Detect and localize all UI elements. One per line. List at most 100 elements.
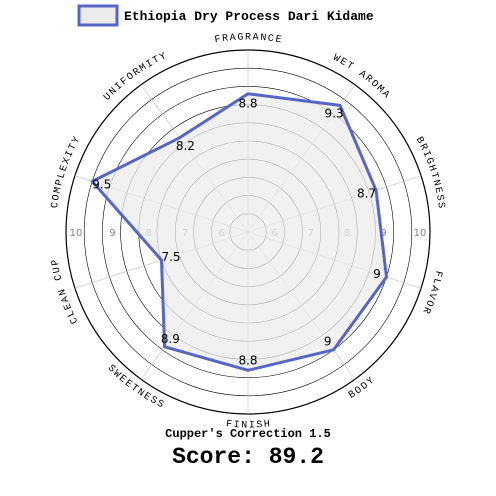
value-label: 8.8 xyxy=(238,353,257,367)
svg-text:M: M xyxy=(138,62,149,75)
series-polygon xyxy=(90,92,388,372)
svg-text:F: F xyxy=(431,269,443,277)
svg-text:Y: Y xyxy=(365,376,377,388)
svg-text:I: I xyxy=(113,81,125,93)
svg-text:V: V xyxy=(425,291,437,300)
svg-text:N: N xyxy=(430,179,442,188)
svg-text:A: A xyxy=(252,32,258,43)
svg-text:F: F xyxy=(225,419,232,431)
svg-text:D: D xyxy=(359,380,370,392)
svg-text:M: M xyxy=(374,83,386,95)
value-label: 9 xyxy=(324,335,332,349)
svg-text:Y: Y xyxy=(71,135,84,145)
legend: Ethiopia Dry Process Dari Kidame xyxy=(77,4,374,27)
svg-text:O: O xyxy=(422,298,434,308)
svg-text:T: T xyxy=(427,171,439,180)
value-labels: 8.8 9.3 8.7 9 9 8.8 8.9 7.5 9.5 8.2 xyxy=(92,97,381,368)
svg-text:G: G xyxy=(422,156,434,166)
svg-text:N: N xyxy=(57,287,69,296)
value-label: 8.2 xyxy=(176,139,195,153)
svg-text:S: S xyxy=(433,194,445,202)
value-label: 7.5 xyxy=(161,250,180,264)
svg-text:P: P xyxy=(54,179,66,188)
svg-text:E: E xyxy=(141,391,152,404)
series-ethiopia xyxy=(90,92,388,372)
svg-text:N: N xyxy=(135,387,146,399)
cuppers-correction: Cupper's Correction 1.5 xyxy=(165,427,331,441)
svg-text:A: A xyxy=(427,284,439,293)
svg-text:T: T xyxy=(344,60,355,73)
svg-text:Y: Y xyxy=(158,51,168,64)
svg-text:T: T xyxy=(151,55,161,68)
value-label: 8.9 xyxy=(161,332,180,346)
svg-text:X: X xyxy=(61,156,73,166)
svg-text:C: C xyxy=(267,33,274,45)
svg-text:F: F xyxy=(119,76,131,88)
svg-text:E: E xyxy=(122,378,134,390)
score: Score: 89.2 xyxy=(172,444,324,470)
svg-text:H: H xyxy=(425,164,437,173)
value-label: 9 xyxy=(373,267,381,281)
svg-text:S: S xyxy=(155,399,165,412)
svg-text:P: P xyxy=(50,259,62,267)
svg-text:T: T xyxy=(67,142,80,152)
svg-text:H: H xyxy=(263,419,270,431)
svg-text:R: R xyxy=(420,305,432,315)
svg-text:A: A xyxy=(229,33,236,44)
value-label: 9.5 xyxy=(92,178,111,192)
tick-label: 9 xyxy=(380,228,386,239)
svg-text:T: T xyxy=(128,383,139,395)
svg-text:B: B xyxy=(347,389,358,402)
svg-text:R: R xyxy=(416,142,429,152)
legend-label: Ethiopia Dry Process Dari Kidame xyxy=(124,9,374,24)
svg-text:R: R xyxy=(362,73,374,85)
svg-text:E: E xyxy=(274,34,282,46)
svg-text:E: E xyxy=(59,164,71,173)
svg-text:E: E xyxy=(63,301,75,311)
svg-text:O: O xyxy=(368,78,380,90)
value-label: 9.3 xyxy=(325,107,344,121)
svg-text:U: U xyxy=(52,266,64,274)
svg-text:R: R xyxy=(131,67,142,79)
tick-label: 10 xyxy=(70,228,83,239)
svg-text:B: B xyxy=(413,135,426,145)
svg-text:L: L xyxy=(56,171,68,180)
svg-text:N: N xyxy=(241,420,247,431)
legend-swatch xyxy=(77,4,119,27)
svg-text:I: I xyxy=(233,420,240,431)
svg-text:L: L xyxy=(430,277,442,286)
svg-text:W: W xyxy=(331,53,341,66)
svg-text:M: M xyxy=(52,186,64,194)
svg-text:E: E xyxy=(431,186,443,194)
svg-text:I: I xyxy=(145,58,156,71)
svg-text:S: S xyxy=(434,202,446,209)
svg-text:F: F xyxy=(214,34,222,46)
svg-text:L: L xyxy=(66,308,79,318)
svg-text:A: A xyxy=(60,294,72,303)
svg-text:W: W xyxy=(110,368,122,380)
svg-text:C: C xyxy=(50,202,62,209)
tick-label: 9 xyxy=(109,228,115,239)
svg-text:C: C xyxy=(69,315,82,325)
svg-text:C: C xyxy=(53,273,65,281)
svg-text:E: E xyxy=(116,373,128,385)
value-label: 8.8 xyxy=(238,97,257,111)
svg-text:O: O xyxy=(353,385,364,397)
svg-text:N: N xyxy=(260,33,267,44)
tick-label: 10 xyxy=(414,228,427,239)
value-label: 8.7 xyxy=(357,187,376,201)
svg-text:S: S xyxy=(256,420,263,431)
svg-text:I: I xyxy=(420,149,432,159)
svg-text:I: I xyxy=(249,420,255,431)
svg-text:O: O xyxy=(51,194,63,202)
